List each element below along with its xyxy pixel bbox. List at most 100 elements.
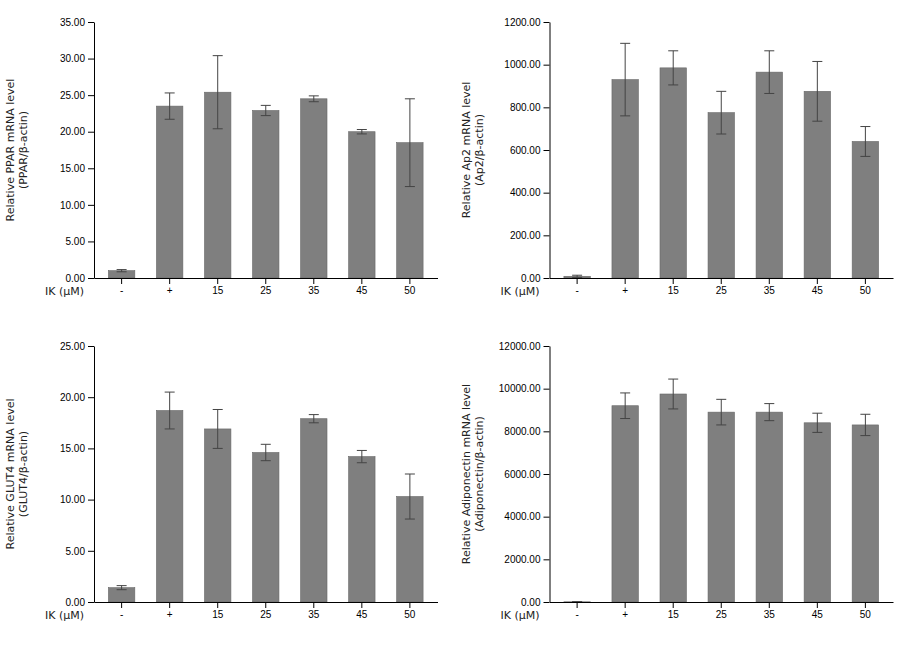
error-cap	[309, 101, 319, 102]
y-tick: 20.00	[60, 392, 94, 403]
y-tick: 12000.00	[499, 341, 550, 352]
error-bar	[405, 99, 415, 187]
x-tick: -	[575, 278, 578, 296]
y-tick-label: 600.00	[510, 145, 541, 156]
y-tick: 200.00	[510, 230, 550, 241]
x-tick-label: 45	[356, 285, 368, 296]
error-cap	[764, 50, 774, 51]
error-line	[217, 409, 218, 448]
bar	[301, 99, 327, 278]
bar	[349, 457, 375, 602]
y-tick-mark	[88, 205, 94, 206]
y-axis: 0.00200.00400.00600.00800.001000.001200.…	[504, 17, 550, 284]
y-axis-line	[94, 23, 95, 279]
x-tick-mark	[673, 278, 674, 284]
x-tick-label: -	[575, 285, 578, 296]
y-axis-title-line: (Ap2/β-actin)	[473, 114, 486, 186]
error-cap	[668, 379, 678, 380]
x-tick-label: 50	[860, 609, 872, 620]
error-line	[625, 43, 626, 116]
x-tick-label: 25	[716, 285, 728, 296]
x-axis: -+1525354550	[550, 602, 894, 620]
x-tick: +	[622, 278, 628, 296]
y-tick-mark	[88, 602, 94, 603]
y-axis: 0.005.0010.0015.0020.0025.00	[60, 341, 95, 608]
y-tick-mark	[88, 346, 94, 347]
error-cap	[213, 409, 223, 410]
error-cap	[860, 414, 870, 415]
y-tick: 0.00	[66, 597, 94, 608]
x-tick-label: 45	[812, 285, 824, 296]
error-line	[673, 51, 674, 85]
y-tick-mark	[544, 107, 550, 108]
x-tick: 50	[404, 278, 416, 296]
x-tick-mark	[721, 278, 722, 284]
y-tick-label: 4000.00	[504, 511, 541, 522]
error-cap	[572, 601, 582, 602]
y-tick-mark	[544, 389, 550, 390]
x-tick: 35	[764, 602, 776, 620]
error-bar	[860, 127, 870, 157]
x-tick-label: +	[622, 285, 628, 296]
x-tick-mark	[769, 602, 770, 608]
x-tick: +	[167, 278, 173, 296]
error-line	[217, 56, 218, 129]
bar	[108, 271, 134, 278]
y-tick: 30.00	[60, 53, 94, 64]
error-cap	[117, 271, 127, 272]
y-tick-mark	[88, 241, 94, 242]
error-cap	[668, 50, 678, 51]
x-tick-label: -	[575, 609, 578, 620]
error-cap	[261, 115, 271, 116]
y-tick-label: 10.00	[60, 200, 85, 211]
y-axis-title-line: (Adiponectin/β-actin)	[473, 416, 486, 532]
figure: 0.005.0010.0015.0020.0025.0030.0035.00-+…	[0, 0, 911, 648]
bar	[253, 452, 279, 602]
bar	[708, 113, 734, 278]
error-cap	[860, 126, 870, 127]
error-bar	[213, 409, 223, 448]
y-tick-label: 20.00	[60, 126, 85, 137]
error-cap	[668, 408, 678, 409]
x-tick: 15	[212, 278, 224, 296]
x-tick: 45	[356, 602, 368, 620]
x-tick-label: 15	[212, 609, 224, 620]
error-bar	[620, 43, 630, 116]
bar	[852, 141, 878, 278]
error-cap	[165, 392, 175, 393]
error-cap	[860, 156, 870, 157]
y-tick-label: 400.00	[510, 187, 541, 198]
y-axis-title-line: Relative Ap2 mRNA level	[460, 82, 473, 219]
y-tick: 0.00	[521, 597, 549, 608]
x-tick-mark	[217, 278, 218, 284]
x-tick: 50	[860, 278, 872, 296]
y-tick-label: 5.00	[66, 236, 86, 247]
y-tick-label: 0.00	[66, 597, 86, 608]
error-cap	[213, 128, 223, 129]
error-bar	[213, 56, 223, 129]
error-line	[673, 379, 674, 409]
y-tick-label: 25.00	[60, 341, 85, 352]
x-tick-mark	[265, 278, 266, 284]
x-axis: -+1525354550	[550, 278, 894, 296]
panel: 0.005.0010.0015.0020.0025.0030.0035.00-+…	[4, 17, 438, 298]
x-axis-title: IK (μM)	[500, 609, 539, 622]
y-tick-label: 1000.00	[504, 59, 541, 70]
y-tick-mark	[544, 474, 550, 475]
x-tick-mark	[121, 602, 122, 608]
bar	[852, 425, 878, 602]
x-tick-mark	[625, 602, 626, 608]
x-tick-label: +	[167, 285, 173, 296]
x-tick-mark	[817, 602, 818, 608]
error-cap	[716, 134, 726, 135]
x-tick-label: 35	[764, 285, 776, 296]
y-tick-mark	[544, 278, 550, 279]
y-tick: 20.00	[60, 126, 94, 137]
x-tick-label: -	[120, 285, 123, 296]
y-tick-mark	[544, 235, 550, 236]
x-tick-mark	[577, 602, 578, 608]
error-bar	[668, 379, 678, 409]
x-axis: -+1525354550	[95, 278, 439, 296]
y-tick: 25.00	[60, 341, 94, 352]
y-axis-title-line: Relative GLUT4 mRNA level	[4, 399, 17, 550]
